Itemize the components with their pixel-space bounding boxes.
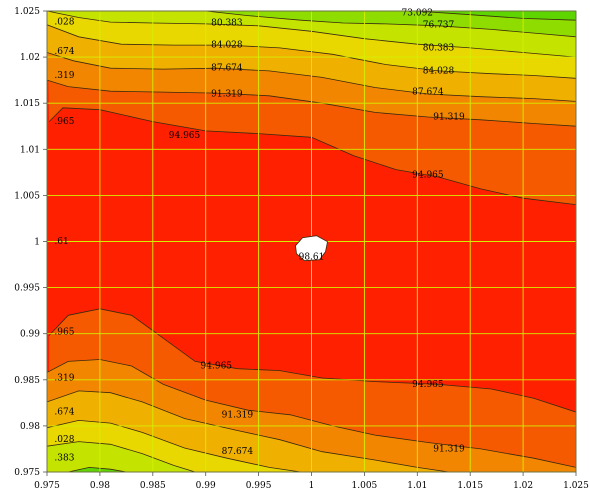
- contour-line-84.028: [47, 419, 301, 472]
- y-tick-label: 0.995: [14, 284, 40, 294]
- x-tick-label: 0.995: [246, 481, 272, 491]
- y-tick-label: 1.02: [20, 53, 40, 63]
- contour-label: 87.674: [412, 88, 444, 98]
- contour-label: 84.028: [423, 66, 455, 76]
- contour-label: 80.383: [211, 19, 243, 29]
- contour-line-73.092: [415, 11, 576, 21]
- contour-label: 91.319: [433, 113, 465, 123]
- y-tick-label: 1.005: [14, 191, 40, 201]
- contour-label: 76.737: [423, 20, 455, 30]
- contour-label: .965: [54, 117, 74, 127]
- x-tick-label: 0.985: [140, 481, 166, 491]
- contour-label: 98.61: [299, 253, 325, 263]
- band-bottom-tip: [68, 467, 127, 472]
- contour-label: 87.674: [222, 447, 254, 457]
- contour-line-80.383: [47, 441, 196, 472]
- x-tick-label: 1.015: [457, 481, 483, 491]
- y-tick-label: 1.025: [14, 7, 40, 17]
- y-axis-tick-labels: 0.975 0.98 0.985 0.99 0.995 1 1.005 1.01 1.015 1.…: [14, 7, 47, 478]
- contour-line-91.319: [47, 359, 576, 468]
- x-tick-label: 0.98: [90, 481, 110, 491]
- contour-label: 91.319: [433, 444, 465, 454]
- contour-line-87.674: [47, 52, 576, 102]
- contour-label: .674: [54, 408, 74, 418]
- peak-region: [295, 235, 328, 262]
- y-tick-label: 1: [34, 238, 40, 248]
- contour-label: .965: [54, 327, 74, 337]
- y-tick-label: 0.985: [14, 376, 40, 386]
- y-tick-label: 1.015: [14, 99, 40, 109]
- x-axis-tick-labels: 0.975 0.98 0.985 0.99 0.995 1 1.005 1.01 1.015 1.…: [34, 472, 589, 491]
- contour-label: 91.319: [211, 90, 243, 100]
- contour-label: 73.092: [402, 8, 434, 18]
- contour-labels: 73.092 80.383 76.737 84.028 80.383 87.674 84.0…: [54, 8, 465, 463]
- y-tick-label: 1.01: [20, 145, 40, 155]
- band-top-0: [415, 11, 576, 21]
- contour-line-84.028: [47, 24, 576, 79]
- contour-label: 94.965: [412, 380, 444, 390]
- y-tick-label: 0.975: [14, 468, 40, 478]
- band-bottom-4: [47, 441, 196, 472]
- peak-marker: [295, 235, 328, 262]
- contour-label: 94.965: [201, 362, 233, 372]
- contour-label: .028: [54, 18, 74, 28]
- contour-label: .319: [54, 71, 74, 81]
- contour-line-76.737: [205, 11, 576, 38]
- contour-line-80.383: [47, 11, 576, 58]
- contour-label: .319: [54, 374, 74, 384]
- x-tick-label: 1.025: [563, 481, 589, 491]
- x-tick-label: 1: [309, 481, 315, 491]
- contour-label: .383: [54, 454, 74, 464]
- y-tick-label: 0.99: [20, 330, 40, 340]
- x-tick-label: 1.01: [407, 481, 427, 491]
- x-tick-label: 0.99: [196, 481, 216, 491]
- contour-label: .674: [54, 47, 74, 57]
- contour-label: .61: [54, 237, 68, 247]
- contour-label: 80.383: [423, 43, 455, 53]
- contour-label: 94.965: [412, 171, 444, 181]
- contour-label: .028: [54, 435, 74, 445]
- x-tick-label: 0.975: [34, 481, 60, 491]
- contour-label: 87.674: [211, 64, 243, 74]
- contour-label: 84.028: [211, 41, 243, 51]
- y-tick-label: 0.98: [20, 422, 40, 432]
- contour-label: 91.319: [222, 410, 254, 420]
- x-tick-label: 1.005: [352, 481, 378, 491]
- contour-lines: [47, 11, 576, 472]
- contour-line-91.319: [47, 79, 576, 127]
- x-tick-label: 1.02: [513, 481, 533, 491]
- contour-label: 94.965: [169, 131, 201, 141]
